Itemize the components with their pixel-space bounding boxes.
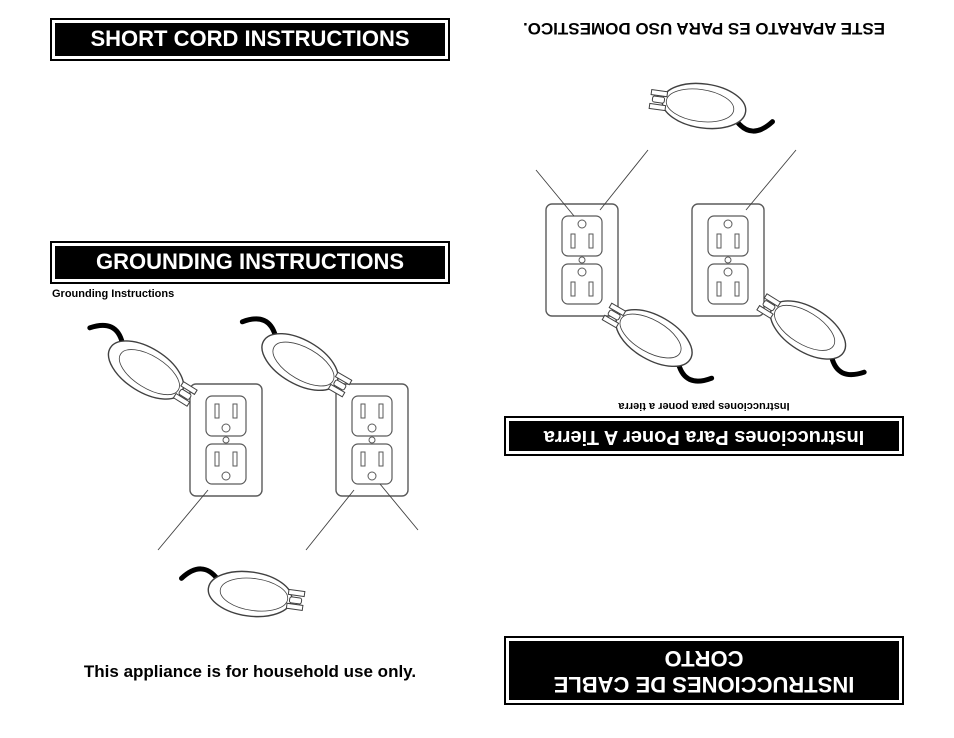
spacer bbox=[484, 456, 924, 632]
tierra-heading-box: Instrucciones Para Poner A Tierra bbox=[504, 416, 904, 456]
short-cord-heading-text: SHORT CORD INSTRUCTIONS bbox=[91, 26, 410, 51]
cable-corto-heading-box: INSTRUCCIONES DE CABLE CORTO bbox=[504, 636, 904, 705]
tierra-heading-text: Instrucciones Para Poner A Tierra bbox=[544, 426, 865, 448]
grounding-heading-box: GROUNDING INSTRUCTIONS bbox=[50, 241, 450, 284]
tierra-heading: Instrucciones Para Poner A Tierra bbox=[509, 421, 899, 451]
household-use-text: This appliance is for household use only… bbox=[30, 662, 470, 682]
grounding-heading: GROUNDING INSTRUCTIONS bbox=[55, 246, 445, 279]
spanish-column: INSTRUCCIONES DE CABLE CORTO Instruccion… bbox=[484, 18, 924, 705]
grounding-diagram bbox=[40, 314, 460, 654]
uso-domestico-text: ESTE APARATO ES PARA USO DOMESTICO. bbox=[484, 18, 924, 38]
cable-corto-heading: INSTRUCCIONES DE CABLE CORTO bbox=[509, 641, 899, 700]
grounding-heading-text: GROUNDING INSTRUCTIONS bbox=[96, 249, 404, 274]
grounding-illustration bbox=[50, 314, 450, 654]
grounding-sub-caption: Grounding Instructions bbox=[52, 288, 470, 300]
short-cord-heading-box: SHORT CORD INSTRUCTIONS bbox=[50, 18, 450, 61]
grounding-illustration bbox=[504, 46, 904, 386]
tierra-sub-caption: Instrucciones para poner a tierra bbox=[484, 400, 924, 412]
cable-corto-heading-text: INSTRUCCIONES DE CABLE CORTO bbox=[554, 646, 855, 697]
short-cord-heading: SHORT CORD INSTRUCTIONS bbox=[55, 23, 445, 56]
spacer bbox=[30, 65, 470, 241]
english-column: SHORT CORD INSTRUCTIONS GROUNDING INSTRU… bbox=[30, 18, 470, 682]
tierra-diagram bbox=[494, 46, 914, 386]
page: SHORT CORD INSTRUCTIONS GROUNDING INSTRU… bbox=[0, 0, 954, 738]
